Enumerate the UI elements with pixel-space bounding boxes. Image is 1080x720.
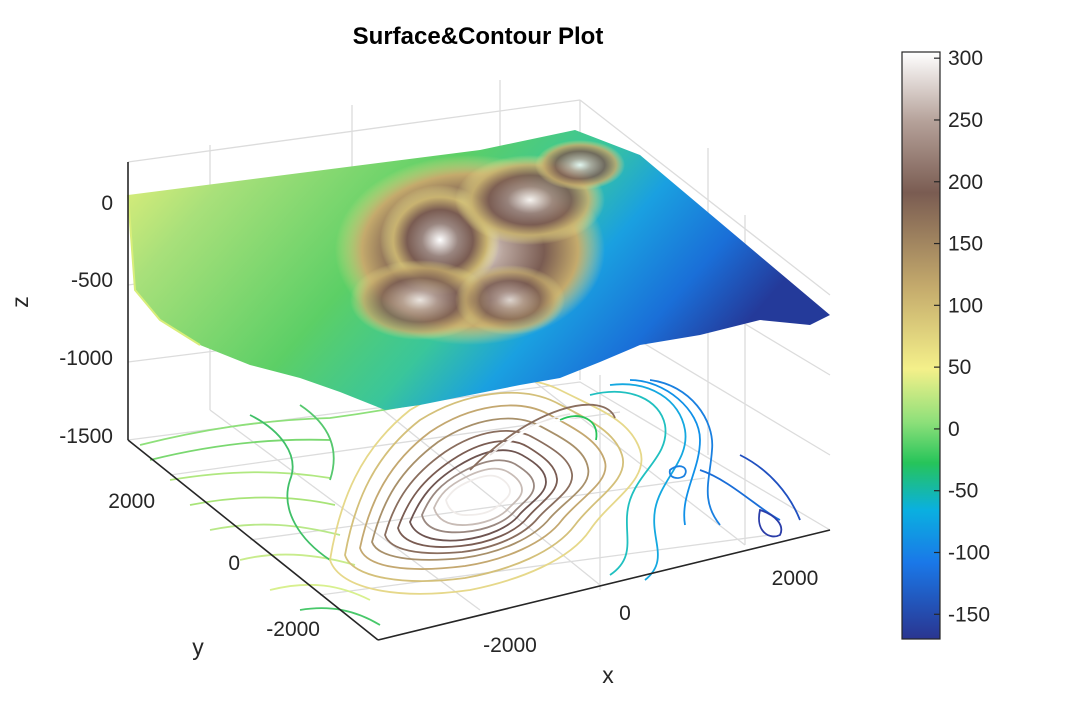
contour-line (589, 391, 667, 576)
contour-line (249, 414, 331, 561)
y-tick-label: 2000 (108, 490, 155, 513)
contour-line (469, 403, 616, 471)
contour-line (629, 379, 701, 526)
contour-line (649, 379, 721, 526)
colorbar-tick-label: -150 (948, 603, 990, 626)
contour-line (239, 553, 356, 566)
tick-labels: 0 -500 -1000 -1500 2000 0 -2000 -2000 0 … (59, 192, 818, 657)
colorbar-tick-label: 200 (948, 171, 983, 194)
colorbar-tick-label: 100 (948, 294, 983, 317)
colorbar-tick-label: 50 (948, 356, 971, 379)
contour-line (739, 454, 801, 521)
x-tick-label: -2000 (483, 634, 537, 657)
grid-floor-line (351, 384, 601, 586)
colorbar-tick-label: 300 (948, 47, 983, 70)
contour-line (299, 404, 335, 481)
contour-line (445, 474, 511, 516)
colorbar-tick-label: -100 (948, 541, 990, 564)
contour-line (758, 508, 783, 538)
z-tick-label: -1500 (59, 425, 113, 448)
contour-line (189, 496, 336, 506)
x-tick-label: 0 (619, 602, 631, 625)
y-tick-label: 0 (228, 552, 240, 575)
contour-line (409, 449, 547, 542)
contour-line (397, 440, 558, 548)
contour-line (269, 583, 371, 601)
surface-plot (127, 130, 830, 410)
x-axis-label: x (602, 662, 614, 688)
x-axis-line (377, 529, 831, 641)
grid-floor-line (249, 477, 706, 541)
colorbar: 300 250 200 150 100 50 0 -50 -100 -150 (901, 47, 990, 640)
contour-line (359, 404, 607, 570)
contour-line (169, 471, 331, 481)
contour-line (668, 465, 687, 479)
contour-line (209, 523, 341, 536)
grid-floor-line (209, 409, 481, 611)
z-tick-label: 0 (101, 192, 113, 215)
grid-floor-line (499, 354, 746, 546)
contour-plot (139, 378, 801, 626)
contour-line (149, 438, 331, 461)
contour-line (504, 418, 576, 446)
contour-line (559, 415, 598, 441)
contour-line (299, 607, 381, 626)
colorbar-ticks: 300 250 200 150 100 50 0 -50 -100 -150 (934, 47, 990, 626)
surface-foothill (350, 260, 490, 340)
chart-title: Surface&Contour Plot (353, 23, 604, 50)
x-tick-label: 2000 (772, 567, 819, 590)
contour-line (371, 417, 590, 561)
z-axis-label: z (7, 296, 33, 308)
colorbar-gradient (901, 51, 941, 640)
surface-ridge (535, 140, 625, 190)
surface-foothill (455, 265, 565, 335)
y-tick-label: -2000 (266, 618, 320, 641)
colorbar-tick-label: 0 (948, 418, 960, 441)
grid-back-top (127, 99, 581, 163)
contour-line (433, 467, 523, 526)
colorbar-tick-label: 150 (948, 233, 983, 256)
contour-line (329, 378, 643, 595)
axes-lines (127, 162, 831, 641)
grid-right-top (579, 99, 831, 296)
y-axis-line (127, 439, 379, 641)
surface-edge (127, 194, 201, 346)
y-axis-label: y (192, 634, 204, 660)
colorbar-tick-label: -50 (948, 480, 978, 503)
z-tick-label: -1000 (59, 347, 113, 370)
z-tick-label: -500 (71, 269, 113, 292)
colorbar-tick-label: 250 (948, 109, 983, 132)
contour-line (384, 430, 573, 555)
contour-line (421, 459, 535, 534)
contour-line (344, 391, 625, 582)
